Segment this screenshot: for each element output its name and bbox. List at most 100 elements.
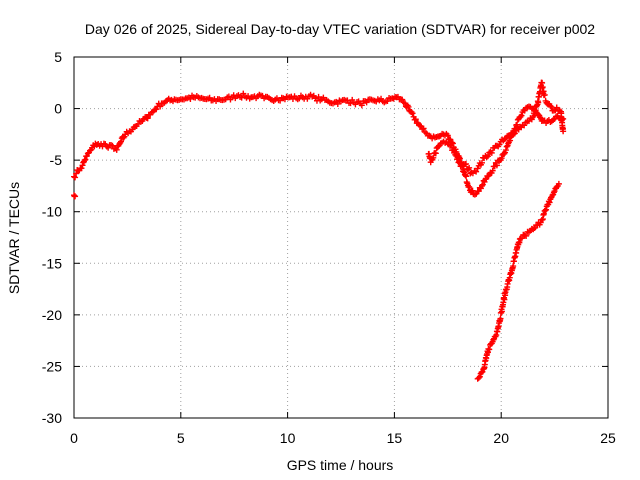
data-point bbox=[409, 110, 416, 117]
series-0 bbox=[71, 90, 567, 198]
data-point bbox=[456, 160, 463, 167]
data-point bbox=[511, 130, 518, 137]
data-point bbox=[157, 103, 164, 110]
data-point bbox=[497, 315, 504, 322]
data-point bbox=[72, 193, 79, 200]
data-point bbox=[315, 93, 322, 100]
x-tick-label: 20 bbox=[493, 430, 509, 446]
data-point bbox=[452, 151, 459, 158]
chart-title: Day 026 of 2025, Sidereal Day-to-day VTE… bbox=[85, 21, 595, 37]
data-point bbox=[541, 91, 548, 98]
x-axis-label: GPS time / hours bbox=[287, 457, 394, 473]
data-point bbox=[540, 210, 547, 217]
data-point bbox=[444, 132, 451, 139]
y-tick-label: 0 bbox=[54, 101, 62, 117]
data-point bbox=[518, 112, 525, 119]
data-point bbox=[453, 153, 460, 160]
data-point bbox=[501, 296, 508, 303]
data-point bbox=[412, 116, 419, 123]
data-point bbox=[435, 143, 442, 150]
y-tick-label: -20 bbox=[42, 307, 62, 323]
data-point bbox=[486, 346, 493, 353]
data-point bbox=[82, 156, 89, 163]
data-point bbox=[430, 154, 437, 161]
data-point bbox=[483, 154, 490, 161]
data-point bbox=[501, 136, 508, 143]
data-point bbox=[496, 141, 503, 148]
data-point bbox=[463, 173, 470, 180]
data-point bbox=[347, 100, 354, 107]
data-point bbox=[517, 113, 524, 120]
data-point bbox=[420, 125, 427, 132]
data-point bbox=[510, 131, 517, 138]
data-point bbox=[447, 136, 454, 143]
data-point bbox=[450, 146, 457, 153]
data-point bbox=[547, 102, 554, 109]
data-point bbox=[476, 373, 483, 380]
data-point bbox=[501, 150, 508, 157]
data-point bbox=[113, 146, 120, 153]
x-tick-label: 5 bbox=[177, 430, 185, 446]
data-point bbox=[535, 99, 542, 106]
data-point bbox=[466, 183, 473, 190]
axis-ticks: 0 5 10 15 20 25 5 0 -5 -10 -15 -20 -25 -30 bbox=[42, 49, 616, 446]
data-point bbox=[72, 174, 79, 181]
y-tick-label: 5 bbox=[54, 49, 62, 65]
data-point bbox=[478, 182, 485, 189]
data-point bbox=[548, 103, 555, 110]
data-point bbox=[432, 150, 439, 157]
data-point bbox=[73, 170, 80, 177]
data-point bbox=[555, 180, 562, 187]
data-point bbox=[117, 138, 124, 145]
y-tick-label: -30 bbox=[42, 410, 62, 426]
data-point bbox=[153, 106, 160, 113]
data-point bbox=[334, 100, 341, 107]
data-point bbox=[502, 147, 509, 154]
x-tick-label: 15 bbox=[387, 430, 403, 446]
data-point bbox=[120, 134, 127, 141]
x-tick-label: 10 bbox=[280, 430, 296, 446]
data-point bbox=[405, 103, 412, 110]
data-point bbox=[523, 232, 530, 239]
data-point bbox=[498, 155, 505, 162]
series-2 bbox=[474, 180, 562, 382]
series-1 bbox=[71, 79, 567, 200]
data-point bbox=[543, 206, 550, 213]
data-point bbox=[475, 374, 482, 381]
data-point bbox=[560, 128, 567, 135]
y-tick-label: -15 bbox=[42, 255, 62, 271]
data-point bbox=[78, 165, 85, 172]
data-point bbox=[449, 139, 456, 146]
data-point bbox=[546, 199, 553, 206]
data-point bbox=[493, 332, 500, 339]
data-point bbox=[83, 153, 90, 160]
data-point bbox=[448, 142, 455, 149]
data-point bbox=[462, 160, 469, 167]
data-point bbox=[487, 148, 494, 155]
data-point bbox=[79, 162, 86, 169]
y-tick-label: -25 bbox=[42, 358, 62, 374]
data-point bbox=[484, 153, 491, 160]
x-tick-label: 25 bbox=[600, 430, 616, 446]
data-points bbox=[71, 79, 567, 382]
plot-frame bbox=[73, 56, 609, 419]
data-point bbox=[550, 189, 557, 196]
data-point bbox=[384, 98, 391, 105]
data-point bbox=[542, 207, 549, 214]
data-point bbox=[553, 104, 560, 111]
data-point bbox=[553, 183, 560, 190]
data-point bbox=[225, 93, 232, 100]
data-point bbox=[488, 149, 495, 156]
data-point bbox=[71, 173, 77, 180]
data-point bbox=[117, 139, 124, 146]
data-point bbox=[469, 187, 476, 194]
data-point bbox=[478, 159, 485, 166]
data-point bbox=[498, 308, 505, 315]
data-point bbox=[493, 162, 500, 169]
x-tick-label: 0 bbox=[70, 430, 78, 446]
data-point bbox=[473, 168, 480, 175]
data-point bbox=[187, 95, 194, 102]
y-tick-label: -5 bbox=[50, 152, 63, 168]
data-point bbox=[489, 167, 496, 174]
